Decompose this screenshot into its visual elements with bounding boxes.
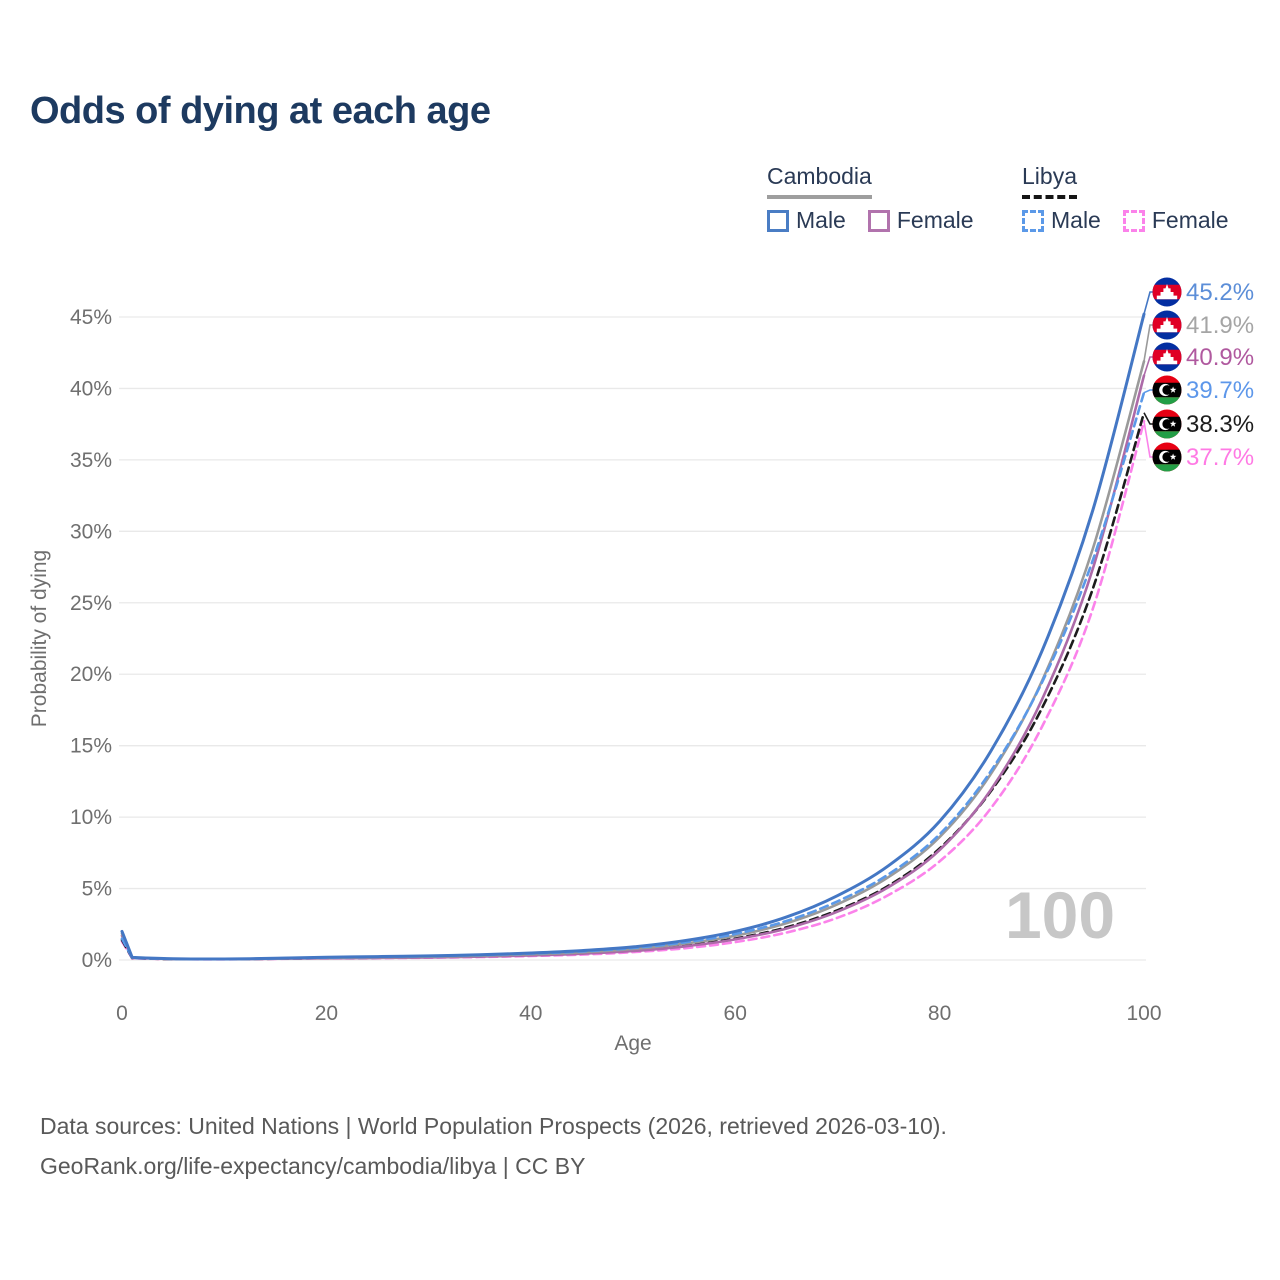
libya-male-swatch-icon bbox=[1022, 209, 1044, 232]
x-tick-label: 100 bbox=[1126, 1002, 1161, 1025]
legend-items-libya: Male Female bbox=[1022, 207, 1229, 234]
legend-group-libya: Libya Male Female bbox=[1022, 163, 1229, 234]
y-tick-label: 40% bbox=[70, 377, 112, 400]
y-axis-title: Probability of dying bbox=[28, 550, 51, 727]
cambodia-female-swatch-icon bbox=[867, 209, 890, 232]
end-label-leader bbox=[1143, 412, 1153, 425]
x-tick-label: 0 bbox=[116, 1002, 128, 1025]
y-tick-label: 0% bbox=[82, 949, 112, 972]
cambodia-flag-icon bbox=[1152, 342, 1182, 372]
libya-female-swatch-icon bbox=[1122, 209, 1145, 232]
footer-sources: Data sources: United Nations | World Pop… bbox=[40, 1113, 947, 1139]
y-tick-label: 25% bbox=[70, 592, 112, 615]
footer-url: GeoRank.org/life-expectancy/cambodia/lib… bbox=[40, 1153, 586, 1179]
legend-item-label: Female bbox=[1151, 207, 1229, 233]
y-tick-label: 45% bbox=[70, 306, 112, 329]
series-line-libya-female[interactable] bbox=[120, 420, 1146, 961]
end-label-leader bbox=[1143, 389, 1153, 394]
legend-item-libya-male[interactable]: Male bbox=[1022, 207, 1101, 234]
libya-flag-icon bbox=[1152, 375, 1182, 405]
cambodia-flag-icon bbox=[1152, 310, 1182, 340]
line-chart: 0% 5% 10% 15% 20% 25% 30% 35% 40% 45% 0 20 40 60 80 100… bbox=[28, 277, 1254, 1055]
legend-item-cambodia-male[interactable]: Male bbox=[767, 207, 846, 234]
end-label-leader bbox=[1143, 291, 1153, 315]
libya-flag-icon bbox=[1152, 442, 1182, 472]
x-axis-title: Age bbox=[614, 1032, 651, 1055]
legend-country-cambodia[interactable]: Cambodia bbox=[767, 163, 872, 199]
age-watermark: 100 bbox=[1005, 878, 1115, 952]
end-label-leader bbox=[1143, 324, 1153, 362]
x-tick-label: 80 bbox=[928, 1002, 951, 1025]
libya-flag-icon bbox=[1152, 409, 1182, 439]
x-tick-label: 20 bbox=[315, 1002, 338, 1025]
end-label-leader bbox=[1143, 356, 1153, 376]
legend-group-cambodia: Cambodia Male Female bbox=[767, 163, 974, 234]
end-value-label: 39.7% bbox=[1186, 377, 1254, 404]
cambodia-male-swatch-icon bbox=[767, 209, 789, 232]
end-value-label: 45.2% bbox=[1186, 279, 1254, 306]
footer: Data sources: United Nations | World Pop… bbox=[40, 1106, 947, 1186]
x-tick-label: 60 bbox=[724, 1002, 747, 1025]
end-value-label: 37.7% bbox=[1186, 444, 1254, 471]
x-tick-label: 40 bbox=[519, 1002, 542, 1025]
end-value-label: 41.9% bbox=[1186, 312, 1254, 339]
end-value-label: 40.9% bbox=[1186, 344, 1254, 371]
legend-item-label: Female bbox=[896, 207, 974, 233]
y-tick-label: 30% bbox=[70, 520, 112, 543]
legend-item-label: Male bbox=[1051, 207, 1101, 233]
series-line-libya-male[interactable] bbox=[120, 391, 1146, 961]
legend-item-cambodia-female[interactable]: Female bbox=[867, 207, 974, 234]
y-tick-label: 5% bbox=[82, 878, 112, 901]
y-tick-label: 15% bbox=[70, 735, 112, 758]
end-value-label: 38.3% bbox=[1186, 411, 1254, 438]
legend-item-libya-female[interactable]: Female bbox=[1122, 207, 1229, 234]
page-title: Odds of dying at each age bbox=[30, 90, 491, 132]
cambodia-flag-icon bbox=[1152, 277, 1182, 307]
y-tick-label: 35% bbox=[70, 449, 112, 472]
end-label-leader bbox=[1143, 421, 1153, 458]
legend-item-label: Male bbox=[796, 207, 846, 233]
series-line-libya-both[interactable] bbox=[120, 411, 1146, 961]
y-tick-label: 10% bbox=[70, 806, 112, 829]
series-line-cambodia-male[interactable] bbox=[120, 312, 1146, 961]
legend-country-libya[interactable]: Libya bbox=[1022, 163, 1077, 199]
series-line-cambodia-female[interactable] bbox=[120, 374, 1146, 961]
legend-items-cambodia: Male Female bbox=[767, 207, 974, 234]
y-tick-label: 20% bbox=[70, 663, 112, 686]
series-line-cambodia-both[interactable] bbox=[120, 360, 1146, 961]
